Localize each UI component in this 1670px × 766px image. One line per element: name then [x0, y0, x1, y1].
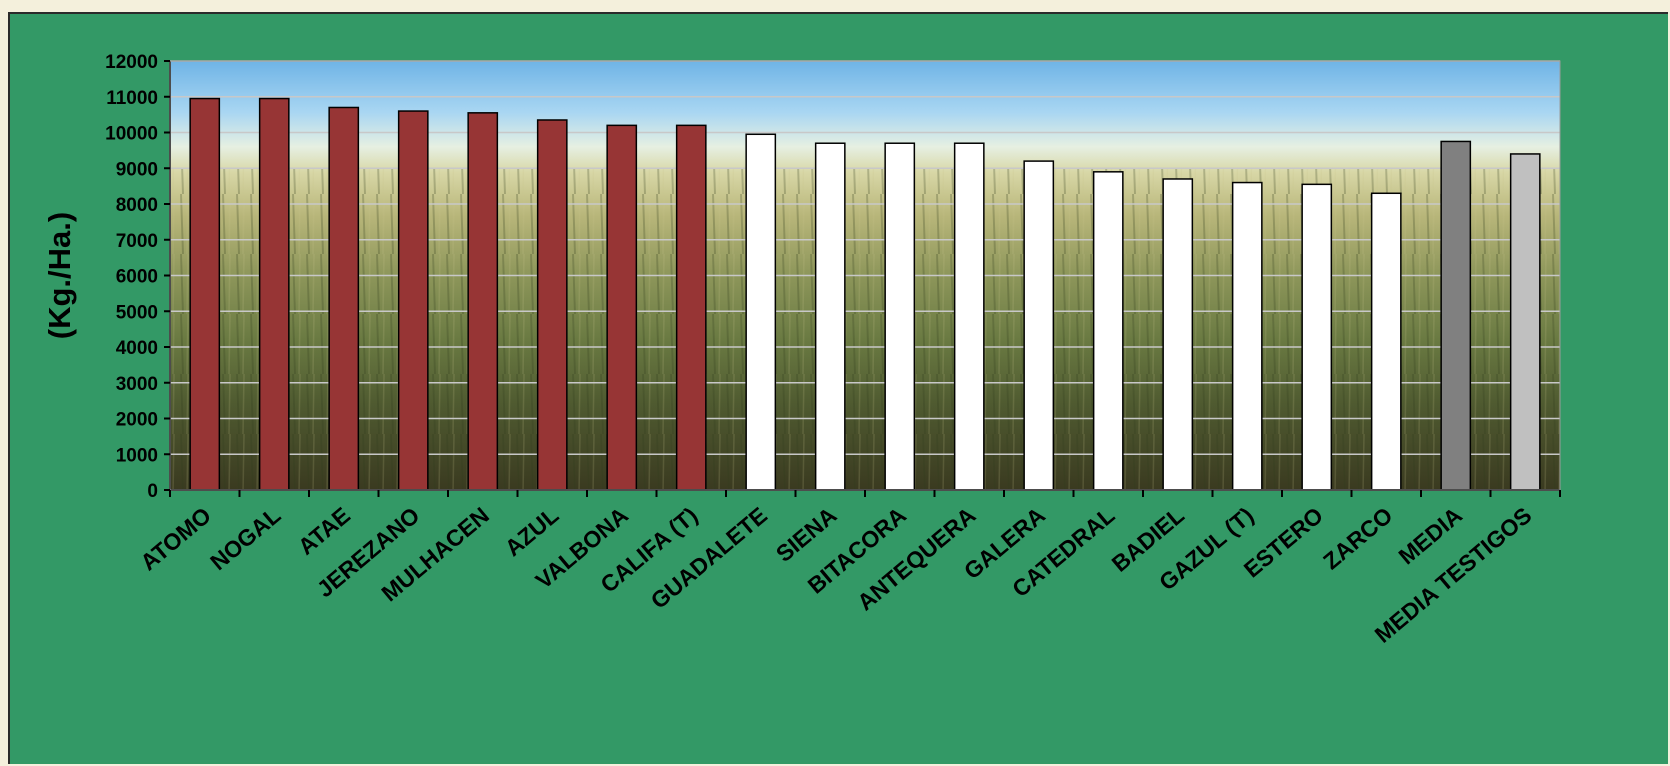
- y-tick-label: 1000: [116, 445, 158, 466]
- y-tick-label: 6000: [116, 267, 158, 288]
- x-tick-label: NOGAL: [205, 502, 285, 575]
- y-tick-label: 12000: [105, 52, 158, 73]
- bar: [397, 110, 429, 491]
- bar: [467, 112, 499, 491]
- x-tick-label: ZARCO: [1318, 502, 1397, 574]
- bars: [189, 97, 1541, 491]
- bar: [1301, 183, 1333, 491]
- wheat-texture: [170, 168, 1560, 490]
- bar: [606, 124, 638, 491]
- bar: [1231, 181, 1263, 491]
- bar: [1370, 192, 1402, 491]
- x-tick-label: ANTEQUERA: [852, 502, 980, 616]
- x-tick-label: ATOMO: [135, 502, 216, 576]
- bar: [675, 124, 707, 491]
- y-tick-label: 2000: [116, 410, 158, 431]
- bar: [189, 97, 221, 491]
- y-tick-labels: 0 1000 2000 3000 4000 5000 6000 7000 8000 9000 100…: [105, 52, 170, 502]
- bar: [953, 142, 985, 491]
- x-tick-label: ATAE: [293, 502, 355, 560]
- bar: [328, 106, 360, 491]
- bar: [884, 142, 916, 491]
- bar: [745, 133, 777, 491]
- bar: [1023, 160, 1055, 491]
- x-tick-label: AZUL: [500, 502, 564, 561]
- bar: [1509, 153, 1541, 491]
- bar: [536, 119, 568, 491]
- x-tick-label: ESTERO: [1239, 502, 1328, 583]
- y-tick-label: 0: [147, 481, 158, 502]
- bar: [1092, 171, 1124, 491]
- bar-chart: 0 1000 2000 3000 4000 5000 6000 7000 8000 9000 100…: [42, 52, 1561, 648]
- bar: [814, 142, 846, 491]
- chart-frame: 0 1000 2000 3000 4000 5000 6000 7000 8000 9000 100…: [8, 12, 1668, 764]
- bar: [258, 97, 290, 491]
- y-tick-label: 7000: [116, 231, 158, 252]
- bar: [1162, 178, 1194, 491]
- y-tick-label: 3000: [116, 374, 158, 395]
- y-axis-label: (Kg./Ha.): [42, 212, 77, 339]
- bar: [1440, 140, 1472, 491]
- y-tick-label: 5000: [116, 302, 158, 323]
- y-tick-label: 8000: [116, 195, 158, 216]
- y-tick-label: 9000: [116, 159, 158, 180]
- y-tick-label: 11000: [106, 88, 158, 109]
- y-tick-label: 10000: [105, 124, 158, 145]
- y-tick-label: 4000: [116, 338, 158, 359]
